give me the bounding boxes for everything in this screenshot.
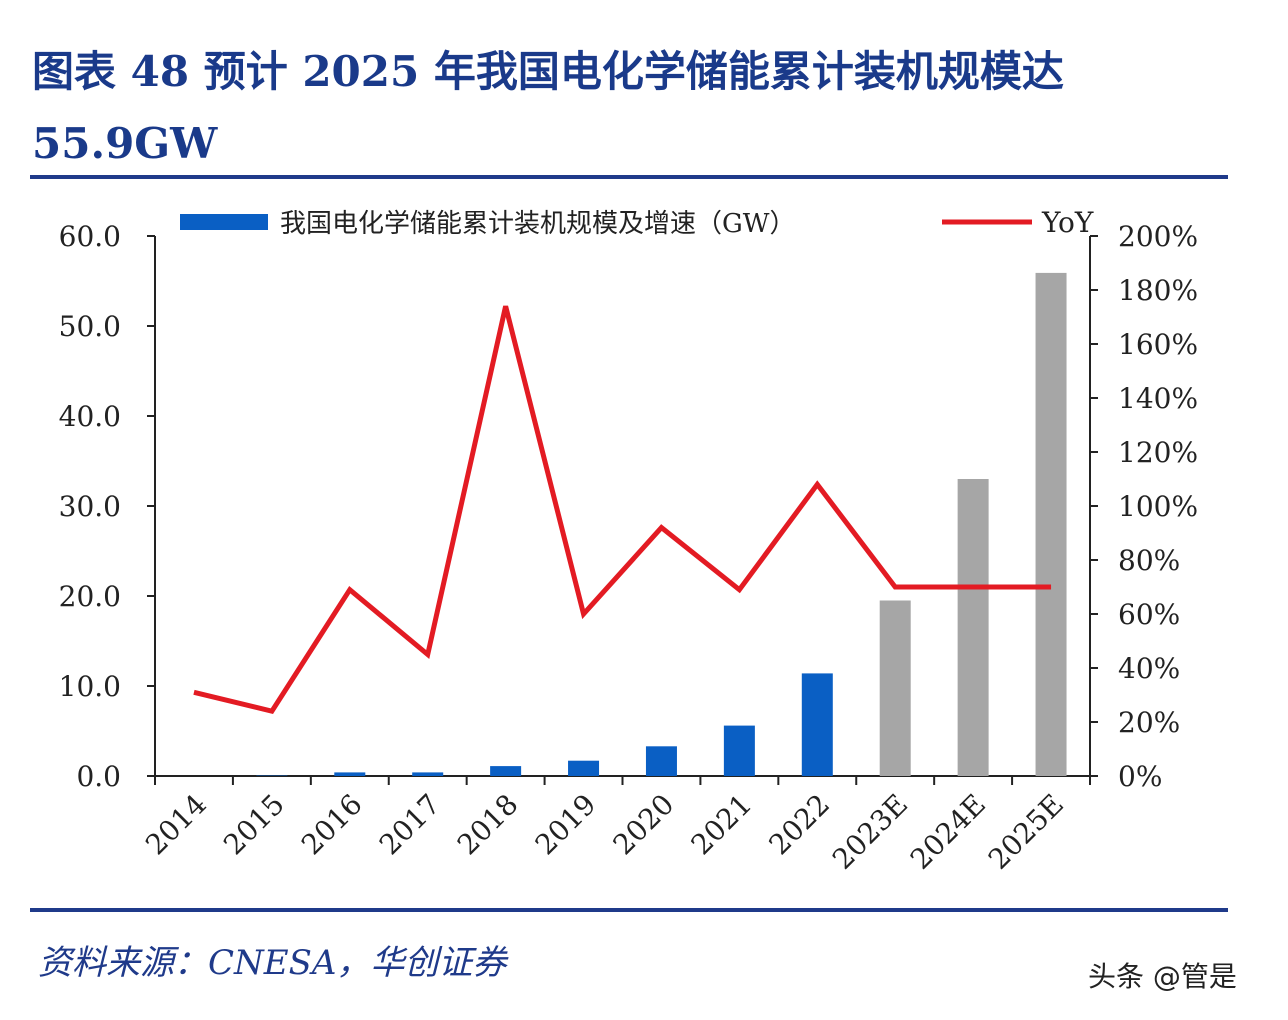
right-tick-label: 120% — [1118, 436, 1198, 469]
yoy-line — [193, 305, 1052, 715]
x-tick-label: 2025E — [982, 788, 1070, 876]
x-tick-label: 2019 — [529, 788, 603, 862]
bar-2016 — [334, 772, 366, 776]
bar-2021 — [723, 725, 755, 776]
right-tick-label: 60% — [1118, 598, 1180, 631]
right-tick-label: 160% — [1118, 328, 1198, 361]
bar-2022 — [801, 673, 833, 776]
legend-bar-label: 我国电化学储能累计装机规模及增速（GW） — [280, 209, 796, 239]
right-tick-label: 140% — [1118, 382, 1198, 415]
right-tick-label: 0% — [1118, 760, 1162, 793]
chart: 我国电化学储能累计装机规模及增速（GW） YoY 0.0 10.0 20.0 30.0… — [59, 206, 1198, 876]
right-tick-label: 80% — [1118, 544, 1180, 577]
bar-2025E — [1035, 272, 1067, 776]
top-rule — [30, 175, 1228, 179]
chart-title: 图表 48 预计 2025 年我国电化学储能累计装机规模达 55.9GW — [32, 47, 1064, 168]
source-note: 资料来源：CNESA，华创证券 — [38, 943, 507, 983]
bar-2017 — [412, 772, 444, 776]
x-tick-label: 2015 — [217, 788, 291, 862]
x-tick-label: 2020 — [607, 788, 681, 862]
left-tick-label: 10.0 — [59, 670, 121, 703]
bar-2018 — [490, 766, 522, 776]
right-tick-label: 100% — [1118, 490, 1198, 523]
left-tick-label: 50.0 — [59, 310, 121, 343]
left-tick-label: 0.0 — [76, 760, 121, 793]
right-tick-label: 180% — [1118, 274, 1198, 307]
bar-2019 — [568, 760, 600, 776]
x-tick-label: 2018 — [451, 788, 525, 862]
right-tick-label: 200% — [1118, 220, 1198, 253]
legend-bar-swatch — [180, 214, 268, 230]
legend-line-label: YoY — [1041, 206, 1094, 239]
x-tick-label: 2021 — [685, 788, 759, 862]
x-tick-label: 2022 — [763, 788, 837, 862]
x-tick-label: 2024E — [904, 788, 992, 876]
bar-2023E — [879, 600, 911, 776]
left-tick-label: 60.0 — [59, 220, 121, 253]
bar-2020 — [645, 746, 677, 776]
right-tick-label: 20% — [1118, 706, 1180, 739]
x-tick-label: 2023E — [826, 788, 914, 876]
left-tick-label: 30.0 — [59, 490, 121, 523]
left-tick-label: 20.0 — [59, 580, 121, 613]
x-tick-label: 2017 — [373, 788, 447, 862]
x-tick-label: 2014 — [139, 788, 213, 862]
watermark: 头条 @管是 — [1088, 960, 1237, 993]
x-tick-label: 2016 — [295, 788, 369, 862]
bar-2024E — [957, 479, 989, 776]
left-tick-label: 40.0 — [59, 400, 121, 433]
bottom-rule — [30, 908, 1228, 912]
right-tick-label: 40% — [1118, 652, 1180, 685]
